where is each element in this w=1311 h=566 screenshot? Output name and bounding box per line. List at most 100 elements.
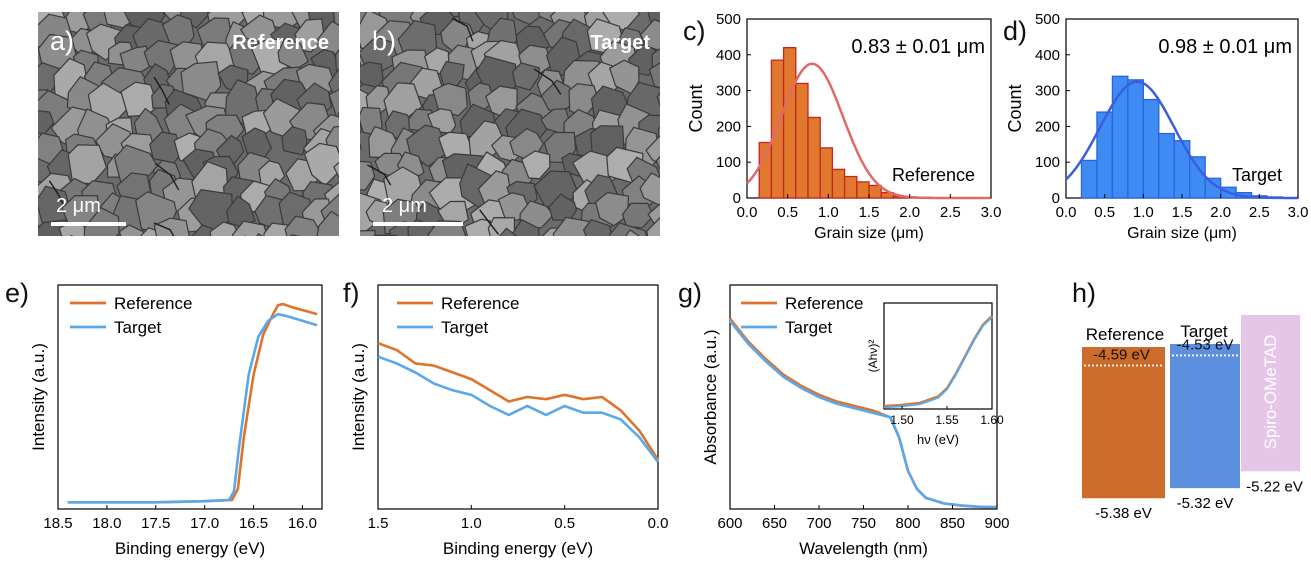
inset-frame [883,302,993,410]
sem-grain [289,234,300,236]
sem-b-scale-label: 2 μm [382,195,427,217]
category-label-spiro: Spiro-OMeTAD [1261,335,1280,450]
chart-c: 0.0 0.5 1.0 1.5 2.0 2.5 3.0 0 100 200 300 400 500 Gra… [686,11,1001,242]
panel-letter-g: g) [678,278,702,308]
x-tick-label: 1.0 [818,204,839,221]
sem-grain [655,155,660,171]
histogram-bar [831,168,846,199]
energy-level-bar-reference [1082,347,1165,499]
chart-f-frame [377,284,659,510]
x-tick-label: 0.0 [737,204,758,221]
x-tick-label: 1.5 [859,204,880,221]
sem-grain [209,221,241,236]
histogram-bar [856,181,870,199]
y-axis-label: Count [1005,84,1025,132]
sem-grain [639,18,660,52]
sem-crack [153,76,170,105]
sem-grain [337,111,339,120]
series-line-target [377,355,660,463]
sem-grain [281,126,308,156]
histogram-bar [1158,132,1175,199]
x-tick-label: 3.0 [1288,204,1309,221]
legend-label: Reference [441,294,519,313]
x-tick-label: 700 [806,515,831,532]
series-line-reference [67,302,318,504]
histogram-bar [819,147,834,199]
sem-grain [365,84,392,114]
vbm-label: -5.38 eV [1095,505,1152,522]
sem-b-scale-bar [373,222,463,226]
histogram-bar [880,191,895,199]
sem-grain [646,216,660,236]
sem-grain [621,202,655,229]
y-tick-label: 100 [1035,154,1060,171]
y-tick-label: 500 [1035,11,1060,28]
x-tick-label: 600 [717,515,742,532]
panel-letter-h: h) [1072,278,1096,308]
chart-f: 1.5 1.0 0.5 0.0 Binding energy (eV) Intensity… [349,284,668,558]
x-tick-label: 850 [940,515,965,532]
histogram-bar [1189,156,1206,199]
x-tick-label: 17.5 [141,515,170,532]
y-tick-label: 400 [716,47,741,64]
x-tick-label: 1.5 [368,515,389,532]
legend-label: Target [114,318,162,337]
histogram-bar [807,116,821,199]
inset-x-tick-label: 1.50 [890,413,914,427]
y-tick-label: 100 [716,154,741,171]
y-tick-label: 200 [716,118,741,135]
sem-a-label: Reference [232,32,329,54]
y-axis-label: Intensity (a.u.) [29,343,48,451]
x-tick-label: 17.0 [190,515,219,532]
sem-grain [509,218,540,236]
x-tick-label: 18.0 [92,515,121,532]
sem-grain [316,20,339,57]
histogram-bar [1142,98,1160,199]
histogram-bar [1096,111,1114,199]
x-axis-label: Binding energy (eV) [115,539,265,558]
chart-g: 600 650 700 750 800 850 900 Wavelength (nm) Abso… [701,284,1010,558]
sem-grain [294,18,325,53]
x-tick-label: 0.5 [554,515,575,532]
histogram-bar [795,82,809,199]
sem-a-letter: a) [50,26,75,56]
panel-letter-e: e) [5,278,29,308]
x-tick-label: 0.5 [777,204,798,221]
x-tick-label: 2.5 [940,204,961,221]
histogram-bar [758,141,773,199]
inset-y-axis-label: (Ahν)² [866,340,880,373]
sem-crack [451,17,474,42]
sem-grain [512,12,542,26]
sem-grain [328,67,339,97]
x-tick-label: 18.5 [43,515,72,532]
legend-label: Target [785,318,833,337]
sem-image-target: b) Target 2 μm [360,12,660,236]
sem-grain [179,12,209,29]
series-line-target [67,312,318,504]
y-tick-label: 0 [1052,190,1060,207]
series-line-target [728,319,998,509]
sem-grain [360,229,376,236]
sem-grain [520,150,551,180]
sem-grain [231,220,268,236]
sem-grain [648,62,660,89]
inset-x-axis-label: hν (eV) [917,432,959,447]
x-axis-label: Binding energy (eV) [443,539,593,558]
x-tick-label: 650 [762,515,787,532]
x-tick-label: 2.0 [1210,204,1231,221]
sem-grain [83,206,120,236]
y-tick-label: 300 [1035,83,1060,100]
x-axis-label: Grain size (μm) [814,225,924,242]
fermi-level-label: -4.59 eV [1093,347,1150,364]
legend-label: Target [1232,165,1282,185]
legend-label: Reference [785,294,863,313]
x-tick-label: 0.0 [1056,204,1077,221]
sem-crack [533,68,562,95]
x-tick-label: 900 [984,515,1009,532]
sem-b-label: Target [590,32,650,54]
sem-grain [118,224,146,236]
sem-a-scale-label: 2 μm [56,195,101,217]
sem-grain [256,232,264,236]
sem-grain [373,234,397,236]
sem-grain [153,217,190,236]
